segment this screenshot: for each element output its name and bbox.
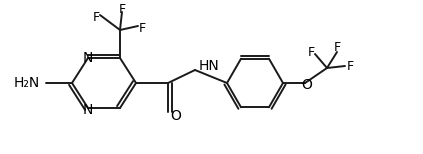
Text: F: F bbox=[346, 59, 354, 73]
Text: H₂N: H₂N bbox=[14, 76, 40, 90]
Text: F: F bbox=[118, 2, 126, 16]
Text: N: N bbox=[83, 51, 93, 65]
Text: F: F bbox=[333, 41, 341, 53]
Text: F: F bbox=[93, 10, 99, 24]
Text: N: N bbox=[83, 103, 93, 117]
Text: O: O bbox=[302, 78, 313, 92]
Text: F: F bbox=[308, 45, 315, 59]
Text: HN: HN bbox=[199, 59, 220, 73]
Text: F: F bbox=[138, 22, 146, 34]
Text: O: O bbox=[170, 109, 181, 123]
